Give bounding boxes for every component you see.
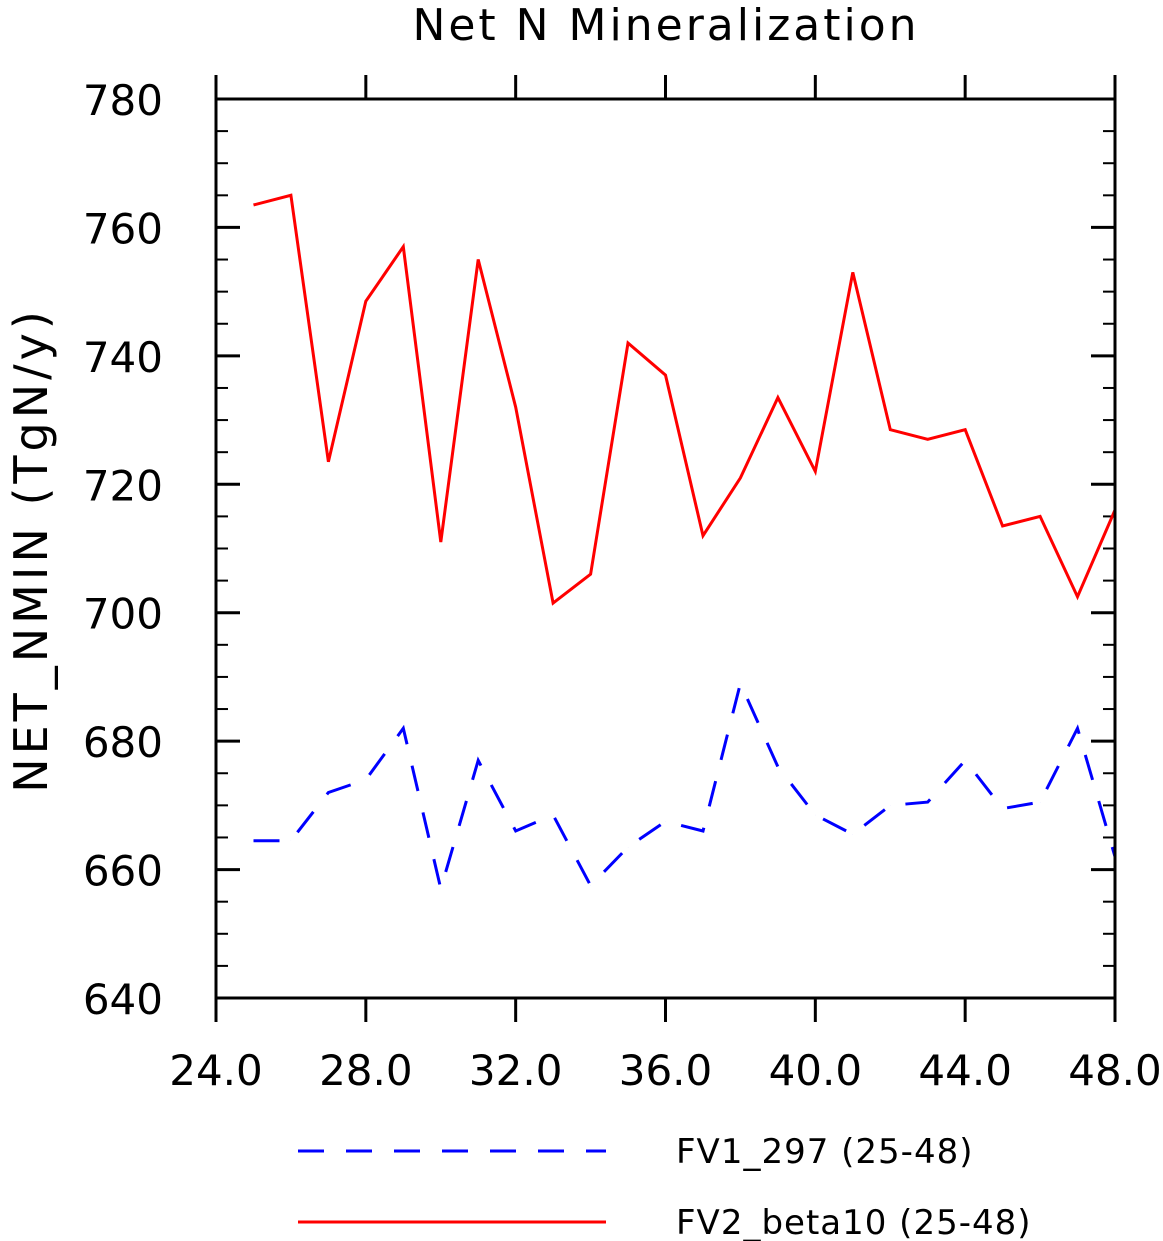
x-tick-label: 32.0 <box>469 1046 563 1095</box>
y-tick-label: 700 <box>83 590 163 639</box>
x-tick-label: 28.0 <box>319 1046 413 1095</box>
y-tick-label: 640 <box>83 975 163 1024</box>
legend: FV1_297 (25-48) FV2_beta10 (25-48) <box>298 1132 1032 1241</box>
chart-title: Net N Mineralization <box>412 0 919 51</box>
series-line-1 <box>253 193 1117 606</box>
x-tick-label: 44.0 <box>918 1046 1012 1095</box>
x-tick-label: 24.0 <box>169 1046 263 1095</box>
x-tick-label: 40.0 <box>769 1046 863 1095</box>
x-tick-label: 36.0 <box>619 1046 713 1095</box>
legend-label-0: FV1_297 (25-48) <box>676 1132 973 1172</box>
axis-ticks <box>214 75 1117 1022</box>
y-axis-label: NET_NMIN (TgN/y) <box>4 307 58 793</box>
x-tick-label: 48.0 <box>1068 1046 1162 1095</box>
series-line-0 <box>253 678 1117 895</box>
y-tick-label: 760 <box>83 204 163 253</box>
y-tick-label: 780 <box>83 76 163 125</box>
y-tick-label: 680 <box>83 718 163 767</box>
y-tick-label: 660 <box>83 847 163 896</box>
y-tick-label: 720 <box>83 461 163 510</box>
tick-labels: 640 660 680 700 720 740 760 780 24.0 28.0 32.0 36.0… <box>83 76 1162 1095</box>
plot-lines <box>253 193 1117 895</box>
y-tick-label: 740 <box>83 333 163 382</box>
legend-label-1: FV2_beta10 (25-48) <box>676 1203 1032 1241</box>
plot-frame <box>214 97 1117 1000</box>
